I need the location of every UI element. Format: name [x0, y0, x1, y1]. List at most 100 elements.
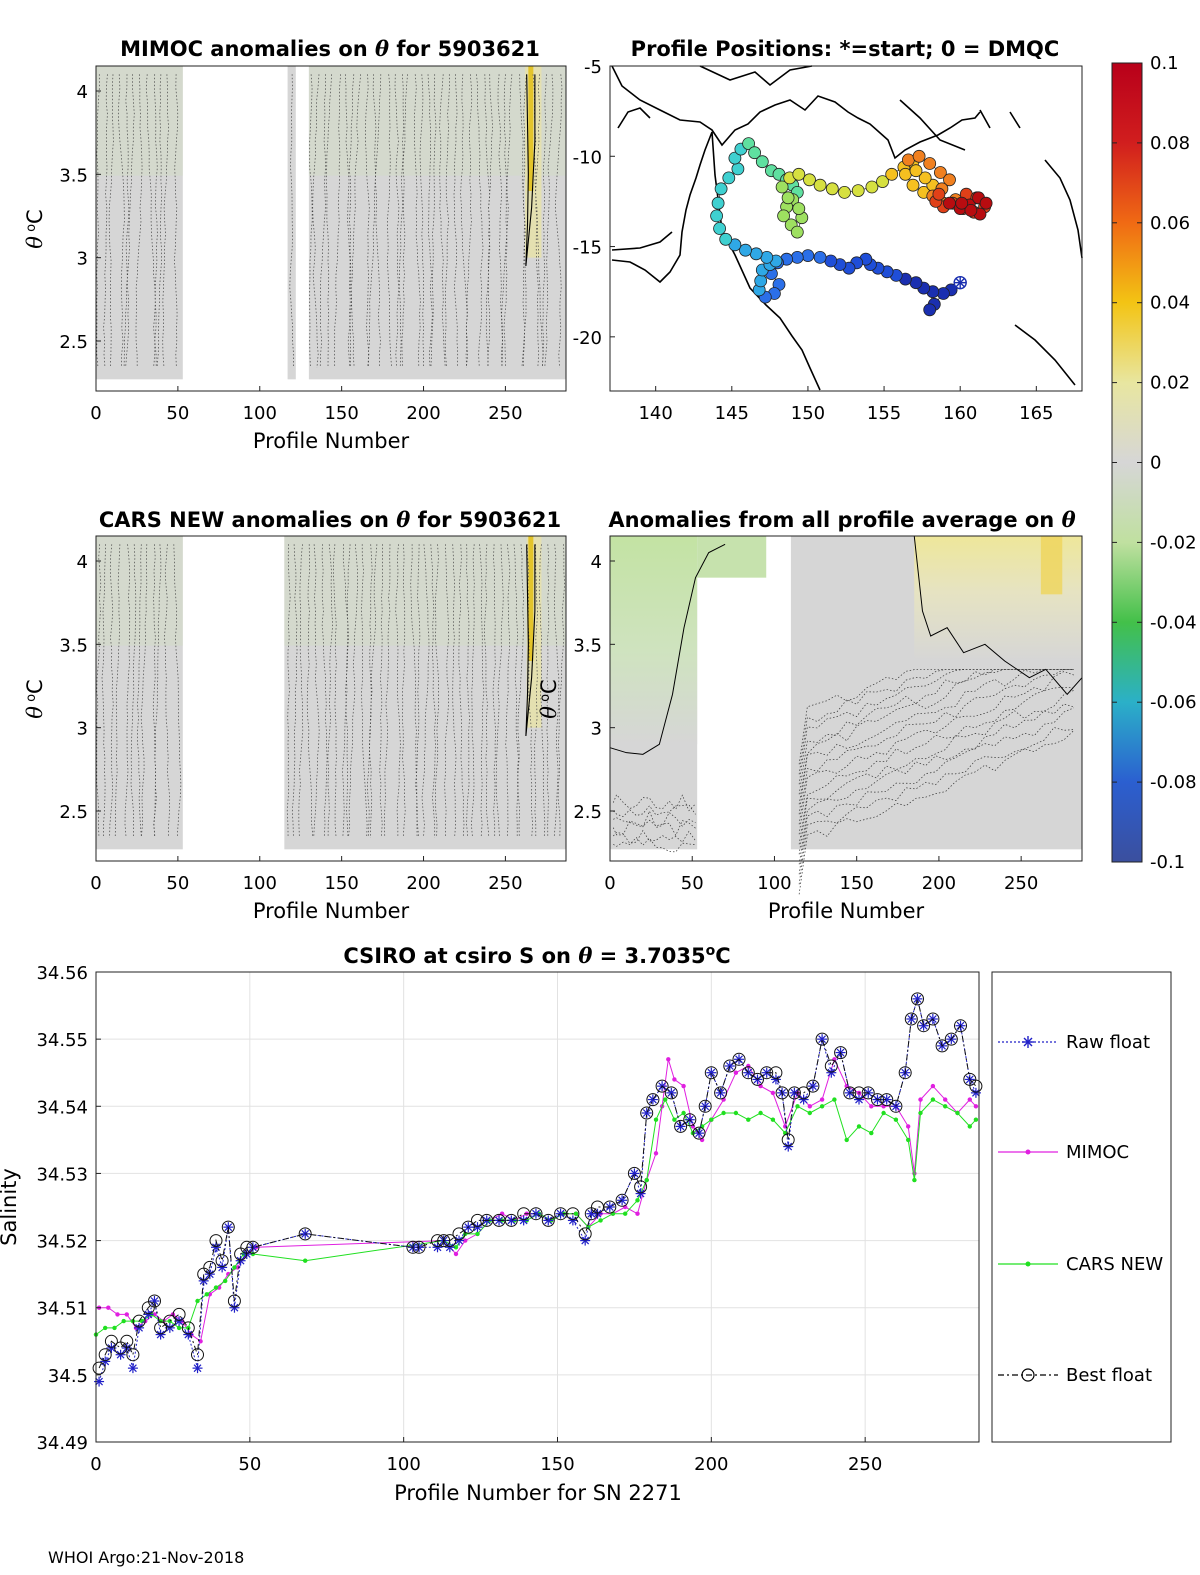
- map-x-ticks: 140 145 150 155 160 165: [638, 386, 1054, 424]
- dotted-contour: [174, 74, 179, 368]
- y-tick-label: 34.56: [36, 963, 88, 984]
- dotted-contour: [526, 544, 533, 838]
- y-tick-label: 3: [591, 719, 602, 740]
- colorbar-tick-label: 0: [1150, 453, 1161, 474]
- dotted-contour: [798, 668, 1074, 785]
- dotted-contour: [535, 74, 544, 368]
- dotted-contour: [103, 74, 108, 368]
- dotted-contour: [130, 544, 137, 838]
- legend-box: [991, 971, 1172, 1443]
- y-tick-label: 34.55: [36, 1030, 88, 1051]
- data-point: [663, 1097, 668, 1102]
- data-point: [463, 1238, 468, 1243]
- profile-position-marker: [713, 222, 726, 235]
- data-point: [143, 1309, 154, 1320]
- data-point: [204, 1292, 209, 1297]
- data-point: [203, 1260, 217, 1274]
- profile-position-marker: [899, 167, 912, 181]
- data-point: [890, 1101, 901, 1112]
- coastline-vanuatu: [1044, 159, 1083, 259]
- profile-position-marker: [711, 196, 725, 210]
- data-point: [721, 1110, 726, 1116]
- data-point: [504, 1213, 518, 1227]
- data-point: [943, 1097, 948, 1102]
- data-point: [437, 1234, 451, 1248]
- profile-position-marker: [923, 303, 937, 317]
- data-point: [871, 1093, 884, 1107]
- data-point: [733, 1070, 739, 1075]
- colorbar-tick-label: 0.08: [1150, 133, 1190, 154]
- coastline-new-caledonia: [1014, 324, 1076, 386]
- data-point: [232, 1265, 237, 1270]
- profile-position-marker: [728, 151, 742, 165]
- dotted-contour: [542, 74, 547, 368]
- data-point: [246, 1240, 260, 1254]
- x-tick-label: 200: [694, 1454, 728, 1475]
- data-point: [100, 1356, 111, 1367]
- y-tick-label: 3.5: [59, 165, 88, 186]
- colorbar-tick-label: -0.06: [1150, 692, 1197, 713]
- data-point: [567, 1215, 578, 1226]
- dotted-contour: [430, 74, 437, 368]
- dotted-contour: [96, 544, 102, 838]
- colorbar-ticks: 0.1 0.08 0.06 0.04 0.02 0 -0.02 -0.04 -0.06 -0.08…: [1112, 53, 1197, 873]
- colorbar-tick-label: -0.1: [1150, 852, 1185, 873]
- dotted-contour: [471, 544, 475, 838]
- legend-cars-label: CARS NEW: [1066, 1254, 1163, 1275]
- salinity-y-label: Salinity: [0, 1168, 21, 1246]
- weak-anomaly-tint: [96, 536, 183, 646]
- profile-position-marker: [775, 180, 789, 194]
- dotted-contour: [538, 544, 546, 838]
- legend-best-label: Best float: [1066, 1365, 1152, 1386]
- data-point: [635, 1188, 646, 1199]
- x-tick-label: 0: [90, 403, 101, 424]
- legend-entry-raw-float: Raw float: [998, 1032, 1150, 1053]
- data-point: [192, 1363, 203, 1374]
- data-point: [163, 1314, 177, 1328]
- coastline-png-north: [699, 65, 813, 87]
- y-tick-label: 3.5: [59, 635, 88, 656]
- start-position-marker: [953, 275, 967, 290]
- mimoc-y-label: θ oC: [23, 209, 47, 248]
- legend-entry-best-float: Best float: [998, 1365, 1152, 1386]
- data-point: [798, 1094, 809, 1105]
- data-point: [926, 1012, 940, 1026]
- data-point: [518, 1215, 529, 1226]
- data-point: [732, 1052, 746, 1066]
- y-tick-label: 2.5: [59, 332, 88, 353]
- data-point: [209, 1234, 223, 1248]
- colorbar-tick-label: -0.02: [1150, 532, 1197, 553]
- profile-position-marker: [755, 155, 769, 169]
- dotted-contour: [313, 544, 320, 838]
- profile-position-marker: [906, 178, 920, 192]
- data-point: [210, 1242, 221, 1253]
- map-y-ticks: -5 -10 -15 -20: [573, 57, 615, 349]
- profile-position-marker: [825, 182, 839, 196]
- dotted-contour: [145, 74, 157, 368]
- dotted-contour: [298, 544, 304, 838]
- dotted-contour: [798, 703, 1074, 865]
- profile-position-marker: [803, 173, 816, 187]
- data-point: [969, 1079, 983, 1093]
- data-point: [529, 1207, 543, 1221]
- anomaly-field: [287, 66, 296, 380]
- data-point: [746, 1117, 751, 1122]
- data-point: [824, 1059, 838, 1073]
- data-point: [861, 1086, 875, 1100]
- data-point: [807, 1081, 818, 1092]
- data-point: [770, 1117, 776, 1122]
- data-point: [215, 1254, 229, 1268]
- profile-position-marker: [710, 209, 723, 223]
- data-point: [681, 1110, 686, 1116]
- dotted-contour: [452, 544, 457, 838]
- x-tick-label: 150: [324, 873, 358, 894]
- zero-contour: [525, 544, 536, 737]
- data-point: [760, 1066, 774, 1080]
- profile-position-marker: [813, 178, 827, 192]
- data-point: [681, 1083, 686, 1089]
- dotted-contour: [365, 74, 370, 368]
- profile-position-marker: [923, 157, 937, 170]
- data-point: [543, 1215, 554, 1226]
- data-point: [944, 1032, 958, 1046]
